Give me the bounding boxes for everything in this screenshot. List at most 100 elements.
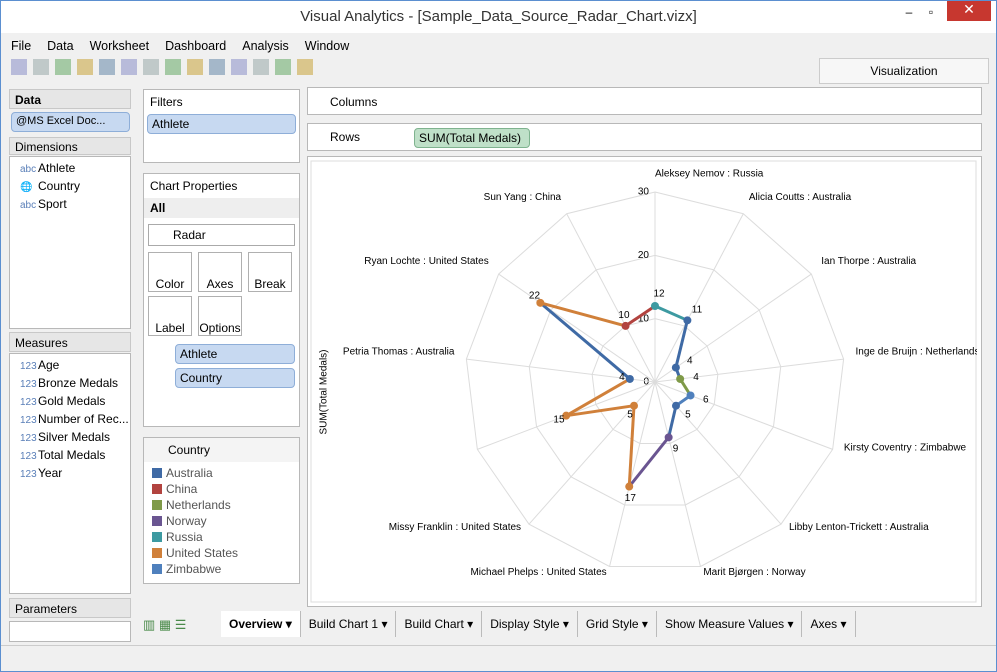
field-icon: 123 xyxy=(20,361,37,372)
field-item[interactable]: abc Sport xyxy=(10,195,130,213)
radar-point xyxy=(625,482,634,491)
sheet-tab[interactable]: Grid Style ▾ xyxy=(578,611,657,637)
legend-label: Netherlands xyxy=(166,498,231,512)
legend-label: Norway xyxy=(166,514,207,528)
mark-pill[interactable]: Country xyxy=(175,368,295,388)
field-item[interactable]: 123Silver Medals xyxy=(10,428,130,446)
tool-icon[interactable] xyxy=(231,59,247,75)
property-button[interactable]: Options xyxy=(198,296,242,336)
value-label: 4 xyxy=(687,355,693,366)
field-label: Athlete xyxy=(38,161,76,175)
spoke xyxy=(654,381,833,450)
field-item[interactable]: 123Year xyxy=(10,464,130,482)
property-button[interactable]: Label xyxy=(148,296,192,336)
maximize[interactable]: ▫ xyxy=(928,5,934,19)
rows-pill[interactable]: SUM(Total Medals) xyxy=(414,128,530,148)
visualization-tab[interactable]: Visualization xyxy=(819,58,989,84)
radar-point xyxy=(630,401,639,410)
menu-bar: File Data Worksheet Dashboard Analysis Window xyxy=(11,39,349,53)
field-icon: 123 xyxy=(20,379,37,390)
field-icon: abc xyxy=(20,164,37,175)
property-button[interactable]: Break xyxy=(248,252,292,292)
sheet-tabs: Overview ▾ Build Chart 1 ▾ Build Chart ▾ Di… xyxy=(221,611,856,637)
sheet-tab[interactable]: Axes ▾ xyxy=(802,611,856,637)
tool-icon[interactable] xyxy=(143,59,159,75)
sheet-tab[interactable]: Build Chart ▾ xyxy=(396,611,483,637)
field-item[interactable]: 🌐 Country xyxy=(10,177,130,195)
tool-icon[interactable] xyxy=(99,59,115,75)
tool-icon[interactable] xyxy=(165,59,181,75)
field-item[interactable]: 123Total Medals xyxy=(10,446,130,464)
dimensions-header: Dimensions xyxy=(9,137,131,155)
menu-item[interactable]: Data xyxy=(47,39,74,53)
value-label: 10 xyxy=(618,310,630,321)
rows-label: Rows xyxy=(330,130,361,144)
tool-icon[interactable] xyxy=(187,59,203,75)
category-label: Marit Bjørgen : Norway xyxy=(703,567,805,578)
field-label: Year xyxy=(38,466,63,480)
sheet-tab[interactable]: Build Chart 1 ▾ xyxy=(301,611,397,637)
field-label: Gold Medals xyxy=(38,394,106,408)
menu-item[interactable]: Worksheet xyxy=(89,39,150,53)
chart-type[interactable]: Radar xyxy=(148,224,295,246)
tool-icon[interactable] xyxy=(297,59,313,75)
menu-item[interactable]: Analysis xyxy=(242,39,289,53)
legend-item: China xyxy=(144,481,299,497)
spoke xyxy=(466,358,656,383)
tool-icon[interactable] xyxy=(33,59,49,75)
property-button[interactable]: Color xyxy=(148,252,192,292)
field-item[interactable]: 123Number of Rec... xyxy=(10,410,130,428)
radar-segment xyxy=(654,304,688,322)
menu-item[interactable]: File xyxy=(11,39,32,53)
dimensions-list: abc Athlete 🌐 Country abc Sport xyxy=(9,156,131,329)
tool-icon[interactable] xyxy=(209,59,225,75)
sheet-tab[interactable]: Overview ▾ xyxy=(221,611,301,637)
legend-swatch xyxy=(152,468,162,478)
tool-icon[interactable] xyxy=(77,59,93,75)
sheet-tab[interactable]: Display Style ▾ xyxy=(482,611,578,637)
category-label: Alicia Coutts : Australia xyxy=(749,192,852,203)
property-buttons: Color Axes Break Label Options xyxy=(144,252,299,340)
mark-pill[interactable]: Athlete xyxy=(175,344,295,364)
measures-header: Measures xyxy=(9,332,131,352)
menu-item[interactable]: Window xyxy=(304,39,350,53)
category-label: Kirsty Coventry : Zimbabwe xyxy=(844,442,967,453)
category-label: Michael Phelps : United States xyxy=(470,567,606,578)
spoke xyxy=(498,273,656,383)
data-header: Data xyxy=(9,89,131,109)
field-label: Total Medals xyxy=(38,448,106,462)
radar-segment xyxy=(628,436,670,488)
field-item[interactable]: 123Age xyxy=(10,356,130,374)
legend-item: Netherlands xyxy=(144,497,299,513)
field-icon: abc xyxy=(20,200,37,211)
field-item[interactable]: 123Bronze Medals xyxy=(10,374,130,392)
sheet-tab[interactable]: Show Measure Values ▾ xyxy=(657,611,803,637)
tool-icon[interactable] xyxy=(11,59,27,75)
tool-icon[interactable] xyxy=(121,59,137,75)
tool-icon[interactable] xyxy=(275,59,291,75)
category-label: Petria Thomas : Australia xyxy=(343,346,455,357)
field-label: Country xyxy=(38,179,81,193)
filters-panel: Filters Athlete xyxy=(143,89,300,163)
category-label: Inge de Bruijn : Netherlands xyxy=(856,346,977,357)
value-label: 12 xyxy=(653,289,665,300)
spoke xyxy=(654,358,844,383)
radar-segment xyxy=(565,404,635,418)
tool-icon[interactable] xyxy=(55,59,71,75)
minimize[interactable]: – xyxy=(905,5,913,19)
menu-item[interactable]: Dashboard xyxy=(165,39,227,53)
legend-swatch xyxy=(152,532,162,542)
filter-pill[interactable]: Athlete xyxy=(147,114,296,134)
legend-panel: Country Australia China Netherlands Norway R… xyxy=(143,437,300,584)
field-item[interactable]: abc Athlete xyxy=(10,159,130,177)
data-source[interactable]: @MS Excel Doc... xyxy=(11,112,130,132)
field-item[interactable]: 123Gold Medals xyxy=(10,392,130,410)
spoke xyxy=(654,273,812,383)
close[interactable]: ✕ xyxy=(947,1,991,21)
window-title: Visual Analytics - [Sample_Data_Source_R… xyxy=(300,8,697,25)
property-button[interactable]: Axes xyxy=(198,252,242,292)
value-label: 4 xyxy=(619,372,625,383)
radar-point xyxy=(671,401,680,410)
category-label: Missy Franklin : United States xyxy=(389,522,521,533)
tool-icon[interactable] xyxy=(253,59,269,75)
